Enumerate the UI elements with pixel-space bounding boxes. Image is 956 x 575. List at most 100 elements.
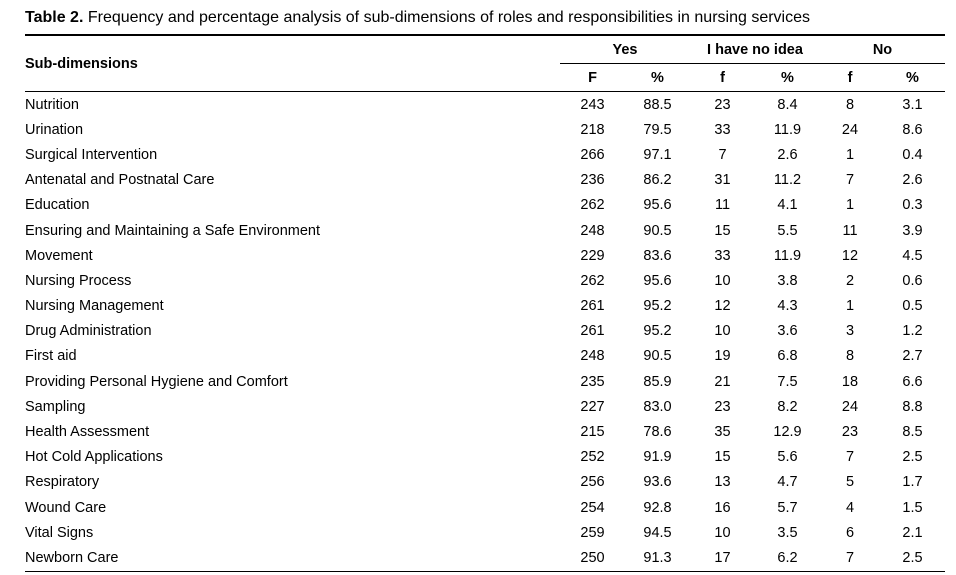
cell-no-pct: 8.6 (902, 121, 923, 138)
cell-noidea-pct: 2.6 (777, 146, 798, 163)
cell-noidea-pct: 5.6 (777, 449, 798, 466)
cell-no-pct: 2.6 (902, 172, 923, 189)
cell-no-f: 12 (841, 247, 859, 264)
cell-no-f: 7 (845, 449, 855, 466)
cell-noidea-pct: 3.8 (777, 272, 798, 289)
row-sub-dimension: First aid (25, 348, 77, 365)
cell-noidea-f: 21 (714, 373, 731, 390)
cell-yes-pct: 95.6 (643, 272, 672, 289)
cell-yes-f: 256 (580, 474, 605, 491)
group-header-no: No (820, 34, 945, 64)
cell-no-pct: 1.2 (902, 323, 923, 340)
cell-no-f: 1 (845, 146, 855, 163)
cell-noidea-f: 17 (690, 545, 755, 572)
cell-yes-pct: 95.6 (643, 197, 672, 214)
cell-no-f: 8 (845, 96, 855, 113)
cell-noidea-f: 23 (714, 398, 731, 415)
cell-noidea-pct: 8.2 (777, 398, 798, 415)
table-row: Hot Cold Applications 252 91.9 15 5.6 7 2.5 (25, 445, 945, 470)
cell-no-pct: 0.6 (902, 272, 923, 289)
row-sub-dimension: Sampling (25, 398, 86, 415)
cell-yes-f: 248 (580, 348, 605, 365)
cell-noidea-f: 10 (714, 272, 731, 289)
subheader-noidea-f: f (690, 63, 755, 92)
cell-no-f: 18 (841, 373, 859, 390)
cell-no-pct: 0.4 (902, 146, 923, 163)
table-body: Nutrition 243 88.5 23 8.4 8 3.1 Urination 218 79.… (25, 92, 945, 572)
cell-yes-f: 229 (580, 247, 605, 264)
table-row: Nursing Management 261 95.2 12 4.3 1 0.5 (25, 294, 945, 319)
table-row: Newborn Care 250 91.3 17 6.2 7 2.5 (25, 545, 945, 572)
cell-yes-f: 248 (580, 222, 605, 239)
cell-yes-pct: 85.9 (643, 373, 672, 390)
cell-no-pct: 6.6 (902, 373, 923, 390)
cell-noidea-f: 11 (714, 197, 731, 214)
cell-no-f: 11 (842, 222, 858, 239)
table-row: Health Assessment 215 78.6 35 12.9 23 8.5 (25, 419, 945, 444)
cell-noidea-f: 31 (714, 172, 731, 189)
cell-yes-pct: 90.5 (643, 222, 672, 239)
cell-yes-pct: 83.6 (643, 247, 672, 264)
cell-no-pct: 2.5 (880, 545, 945, 572)
cell-noidea-f: 12 (714, 298, 731, 315)
row-sub-dimension: Education (25, 197, 90, 214)
cell-noidea-f: 33 (714, 247, 731, 264)
cell-no-pct: 4.5 (902, 247, 923, 264)
cell-no-pct: 1.5 (902, 499, 923, 516)
row-sub-dimension: Wound Care (25, 499, 107, 516)
cell-no-f: 7 (820, 545, 880, 572)
cell-noidea-pct: 11.9 (773, 247, 802, 264)
cell-no-pct: 3.9 (902, 222, 923, 239)
cell-noidea-pct: 6.2 (755, 545, 820, 572)
subheader-no-pct: % (880, 63, 945, 92)
caption-text: Frequency and percentage analysis of sub… (83, 9, 810, 26)
table-row: Wound Care 254 92.8 16 5.7 4 1.5 (25, 495, 945, 520)
cell-no-f: 8 (845, 348, 855, 365)
row-sub-dimension: Nursing Management (25, 298, 164, 315)
cell-no-f: 7 (845, 172, 855, 189)
cell-noidea-f: 10 (714, 524, 731, 541)
cell-yes-f: 243 (580, 96, 605, 113)
subheader-no-f: f (820, 63, 880, 92)
cell-no-pct: 8.5 (902, 424, 923, 441)
cell-yes-f: 261 (580, 323, 605, 340)
subheader-yes-f: F (560, 63, 625, 92)
table-row: First aid 248 90.5 19 6.8 8 2.7 (25, 344, 945, 369)
table-row: Nutrition 243 88.5 23 8.4 8 3.1 (25, 92, 945, 118)
table-row: Nursing Process 262 95.6 10 3.8 2 0.6 (25, 268, 945, 293)
row-sub-dimension: Respiratory (25, 474, 100, 491)
frequency-table: Sub-dimensions Yes I have no idea No F %… (25, 34, 945, 572)
cell-noidea-pct: 8.4 (777, 96, 798, 113)
row-sub-dimension: Hot Cold Applications (25, 449, 163, 466)
cell-yes-pct: 79.5 (643, 121, 672, 138)
table-row: Providing Personal Hygiene and Comfort 23… (25, 369, 945, 394)
subheader-yes-pct: % (625, 63, 690, 92)
table-caption: Table 2. Frequency and percentage analys… (25, 9, 810, 27)
row-sub-dimension: Ensuring and Maintaining a Safe Environm… (25, 222, 321, 239)
cell-noidea-f: 15 (714, 449, 731, 466)
cell-yes-pct: 92.8 (643, 499, 672, 516)
cell-no-f: 4 (845, 499, 855, 516)
sub-dimensions-header: Sub-dimensions (25, 34, 560, 92)
group-header-no-idea: I have no idea (690, 34, 820, 64)
cell-yes-pct: 83.0 (643, 398, 672, 415)
cell-noidea-pct: 3.6 (777, 323, 798, 340)
cell-yes-f: 254 (580, 499, 605, 516)
cell-yes-f: 266 (580, 146, 605, 163)
cell-no-pct: 2.7 (902, 348, 923, 365)
row-sub-dimension: Nursing Process (25, 272, 132, 289)
subheader-noidea-pct: % (755, 63, 820, 92)
cell-no-pct: 3.1 (902, 96, 923, 113)
cell-noidea-f: 33 (714, 121, 731, 138)
cell-noidea-pct: 3.5 (777, 524, 798, 541)
table-row: Vital Signs 259 94.5 10 3.5 6 2.1 (25, 520, 945, 545)
table-header: Sub-dimensions Yes I have no idea No F %… (25, 34, 945, 92)
cell-yes-f: 252 (580, 449, 605, 466)
row-sub-dimension: Providing Personal Hygiene and Comfort (25, 373, 288, 390)
cell-yes-f: 262 (580, 272, 605, 289)
cell-noidea-f: 16 (714, 499, 731, 516)
cell-noidea-pct: 7.5 (777, 373, 798, 390)
table-row: Urination 218 79.5 33 11.9 24 8.6 (25, 117, 945, 142)
table-row: Respiratory 256 93.6 13 4.7 5 1.7 (25, 470, 945, 495)
cell-no-pct: 2.1 (902, 524, 923, 541)
